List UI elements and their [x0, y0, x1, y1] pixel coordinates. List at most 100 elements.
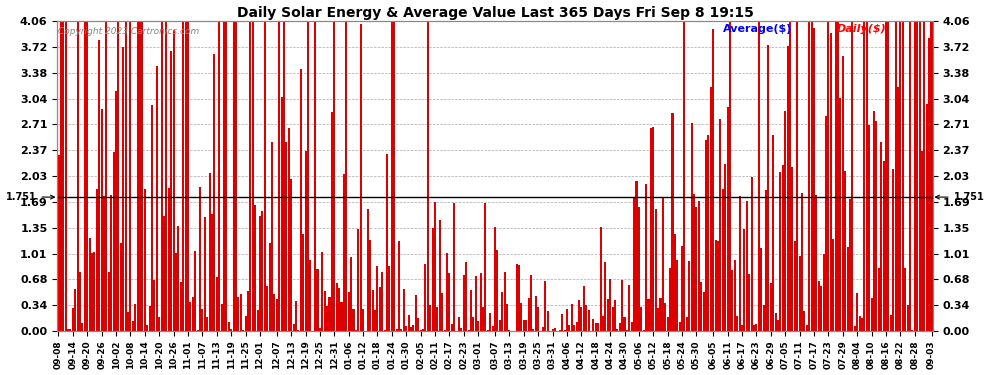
Bar [698, 201, 700, 331]
Bar [158, 317, 160, 331]
Bar [384, 330, 386, 331]
Bar [324, 291, 326, 331]
Bar [317, 269, 319, 331]
Bar [72, 308, 74, 331]
Bar [765, 190, 767, 331]
Bar [187, 21, 189, 331]
Bar [638, 207, 640, 331]
Bar [137, 21, 139, 331]
Bar [750, 177, 752, 331]
Bar [256, 310, 258, 331]
Bar [679, 322, 681, 331]
Bar [787, 46, 789, 331]
Bar [110, 195, 112, 331]
Bar [720, 119, 722, 331]
Bar [523, 320, 525, 331]
Bar [779, 171, 781, 331]
Bar [578, 300, 580, 331]
Bar [811, 21, 813, 331]
Bar [863, 21, 865, 331]
Bar [147, 326, 148, 331]
Bar [837, 21, 839, 331]
Bar [907, 305, 909, 331]
Bar [408, 315, 410, 331]
Bar [649, 128, 652, 331]
Bar [629, 285, 631, 331]
Bar [828, 21, 830, 331]
Bar [309, 260, 311, 331]
Bar [762, 305, 764, 331]
Bar [873, 111, 875, 331]
Bar [561, 314, 563, 331]
Bar [604, 262, 606, 331]
Bar [583, 286, 585, 331]
Bar [341, 302, 343, 331]
Bar [566, 309, 568, 331]
Bar [770, 283, 772, 331]
Bar [338, 288, 341, 331]
Bar [530, 275, 532, 331]
Bar [347, 292, 349, 331]
Bar [113, 152, 115, 331]
Bar [897, 87, 899, 331]
Bar [643, 330, 644, 331]
Bar [693, 194, 695, 331]
Bar [209, 173, 211, 331]
Bar [745, 201, 747, 331]
Bar [184, 21, 187, 331]
Bar [748, 274, 750, 331]
Bar [575, 322, 577, 331]
Bar [659, 298, 661, 331]
Bar [921, 150, 923, 331]
Bar [245, 316, 247, 331]
Bar [64, 21, 66, 331]
Text: Average($): Average($) [723, 24, 792, 34]
Bar [492, 326, 494, 331]
Bar [343, 174, 345, 331]
Bar [595, 322, 597, 331]
Bar [98, 40, 100, 331]
Bar [292, 324, 295, 331]
Bar [820, 286, 823, 331]
Bar [501, 292, 503, 331]
Bar [674, 234, 676, 331]
Bar [853, 326, 855, 331]
Bar [554, 328, 556, 331]
Bar [462, 275, 465, 331]
Bar [865, 21, 868, 331]
Bar [302, 234, 304, 331]
Bar [388, 266, 390, 331]
Bar [626, 330, 628, 331]
Bar [506, 304, 508, 331]
Bar [823, 254, 825, 331]
Bar [580, 307, 582, 331]
Bar [319, 328, 321, 331]
Bar [631, 322, 633, 331]
Bar [314, 21, 316, 331]
Bar [777, 320, 779, 331]
Bar [708, 135, 710, 331]
Bar [544, 281, 546, 331]
Bar [904, 268, 906, 331]
Bar [813, 28, 815, 331]
Bar [144, 189, 146, 331]
Bar [223, 21, 225, 331]
Bar [825, 116, 827, 331]
Bar [350, 257, 352, 331]
Bar [160, 21, 162, 331]
Bar [415, 295, 417, 331]
Bar [403, 289, 405, 331]
Bar [374, 310, 376, 331]
Bar [794, 242, 796, 331]
Bar [753, 326, 755, 331]
Bar [180, 282, 182, 331]
Bar [676, 260, 678, 331]
Text: Copyright 2023 Cartronics.com: Copyright 2023 Cartronics.com [58, 27, 199, 36]
Bar [142, 21, 144, 331]
Bar [691, 123, 693, 331]
Bar [206, 317, 208, 331]
Bar [422, 329, 424, 331]
Bar [695, 207, 698, 331]
Bar [165, 21, 167, 331]
Bar [437, 307, 439, 331]
